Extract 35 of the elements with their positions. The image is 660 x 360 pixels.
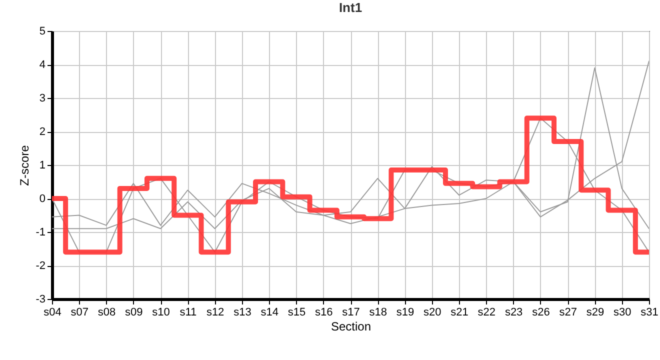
y-tick-label: 3 bbox=[39, 92, 46, 104]
x-tick-label: s14 bbox=[260, 306, 278, 318]
y-tick-label: 2 bbox=[39, 126, 46, 138]
x-axis-title: Section bbox=[330, 320, 372, 334]
x-tick-label: s09 bbox=[125, 306, 143, 318]
x-tick-label: s27 bbox=[559, 306, 577, 318]
y-tick-label: 4 bbox=[39, 59, 46, 71]
x-tick-label: s10 bbox=[152, 306, 170, 318]
x-tick-label: s22 bbox=[478, 306, 496, 318]
x-tick-label: s16 bbox=[314, 306, 333, 318]
x-tick-label: s12 bbox=[206, 306, 224, 318]
y-tick-label: -2 bbox=[36, 260, 46, 272]
y-tick-label: -3 bbox=[36, 294, 46, 306]
y-tick-label: 5 bbox=[39, 26, 46, 38]
x-tick-label: s13 bbox=[234, 306, 252, 318]
x-tick-label: s21 bbox=[450, 306, 468, 318]
x-tick-label: s08 bbox=[98, 306, 116, 318]
x-tick-label: s18 bbox=[369, 306, 388, 318]
x-tick-label: s26 bbox=[532, 306, 550, 318]
x-tick-label: s19 bbox=[396, 306, 414, 318]
x-tick-label: s15 bbox=[288, 306, 306, 318]
x-tick-label: s11 bbox=[180, 306, 197, 318]
y-tick-label: 1 bbox=[39, 160, 46, 172]
y-axis-title: Z-score bbox=[18, 144, 32, 186]
chart-title: Int1 bbox=[338, 0, 362, 15]
y-tick-label: 0 bbox=[39, 193, 46, 205]
y-tick-label: -1 bbox=[36, 226, 46, 238]
x-tick-label: s17 bbox=[342, 306, 360, 318]
x-tick-label: s23 bbox=[504, 306, 523, 318]
x-tick-label: s20 bbox=[424, 306, 442, 318]
x-tick-label: s04 bbox=[44, 306, 62, 318]
x-tick-label: s29 bbox=[586, 306, 604, 318]
x-tick-label: s30 bbox=[613, 306, 632, 318]
x-tick-label: s07 bbox=[70, 306, 89, 318]
x-tick-label: s31 bbox=[640, 306, 658, 318]
